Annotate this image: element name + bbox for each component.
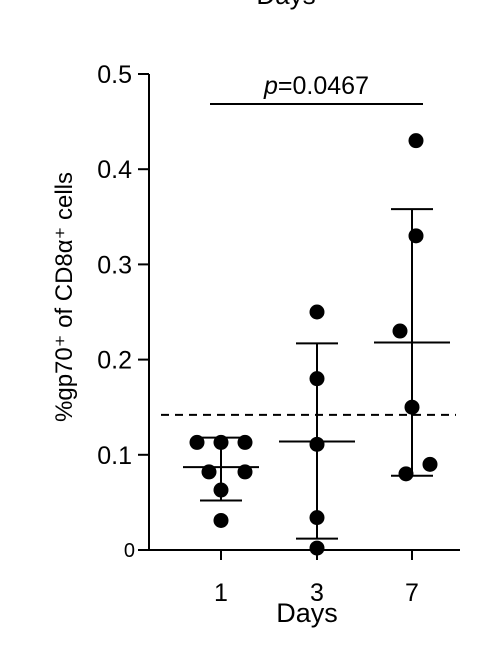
y-tick-label: 0.1 — [97, 442, 132, 470]
y-tick-label: 0.2 — [97, 347, 132, 375]
x-tick-label: 7 — [405, 579, 419, 607]
data-point — [398, 466, 414, 482]
data-point — [201, 464, 217, 480]
x-axis-title: Days — [276, 598, 338, 628]
y-tick-label: 0 — [124, 540, 135, 562]
x-tick-label: 1 — [214, 579, 228, 607]
data-point — [309, 304, 325, 320]
data-point — [392, 323, 408, 339]
mean-sd-bars — [183, 208, 450, 540]
data-point — [237, 434, 253, 450]
p-value-label: p=0.0467 — [263, 72, 369, 100]
data-point — [309, 540, 325, 556]
data-point — [408, 228, 424, 244]
significance-annotation: p=0.0467 — [210, 72, 423, 105]
top-cropped-label: Days — [256, 0, 315, 10]
x-tick-label: 3 — [310, 579, 324, 607]
axes: 0 0.1 0.2 0.3 0.4 0.5 1 3 7 — [97, 61, 460, 607]
data-point — [422, 456, 438, 472]
data-point — [189, 434, 205, 450]
y-tick-label: 0.5 — [97, 61, 132, 89]
data-point — [213, 512, 229, 528]
data-point — [237, 464, 253, 480]
y-axis-title: %gp70⁺ of CD8α⁺ cells — [51, 172, 78, 422]
y-tick-label: 0.4 — [97, 156, 132, 184]
data-point — [408, 133, 424, 149]
y-tick-label: 0.3 — [97, 251, 132, 279]
